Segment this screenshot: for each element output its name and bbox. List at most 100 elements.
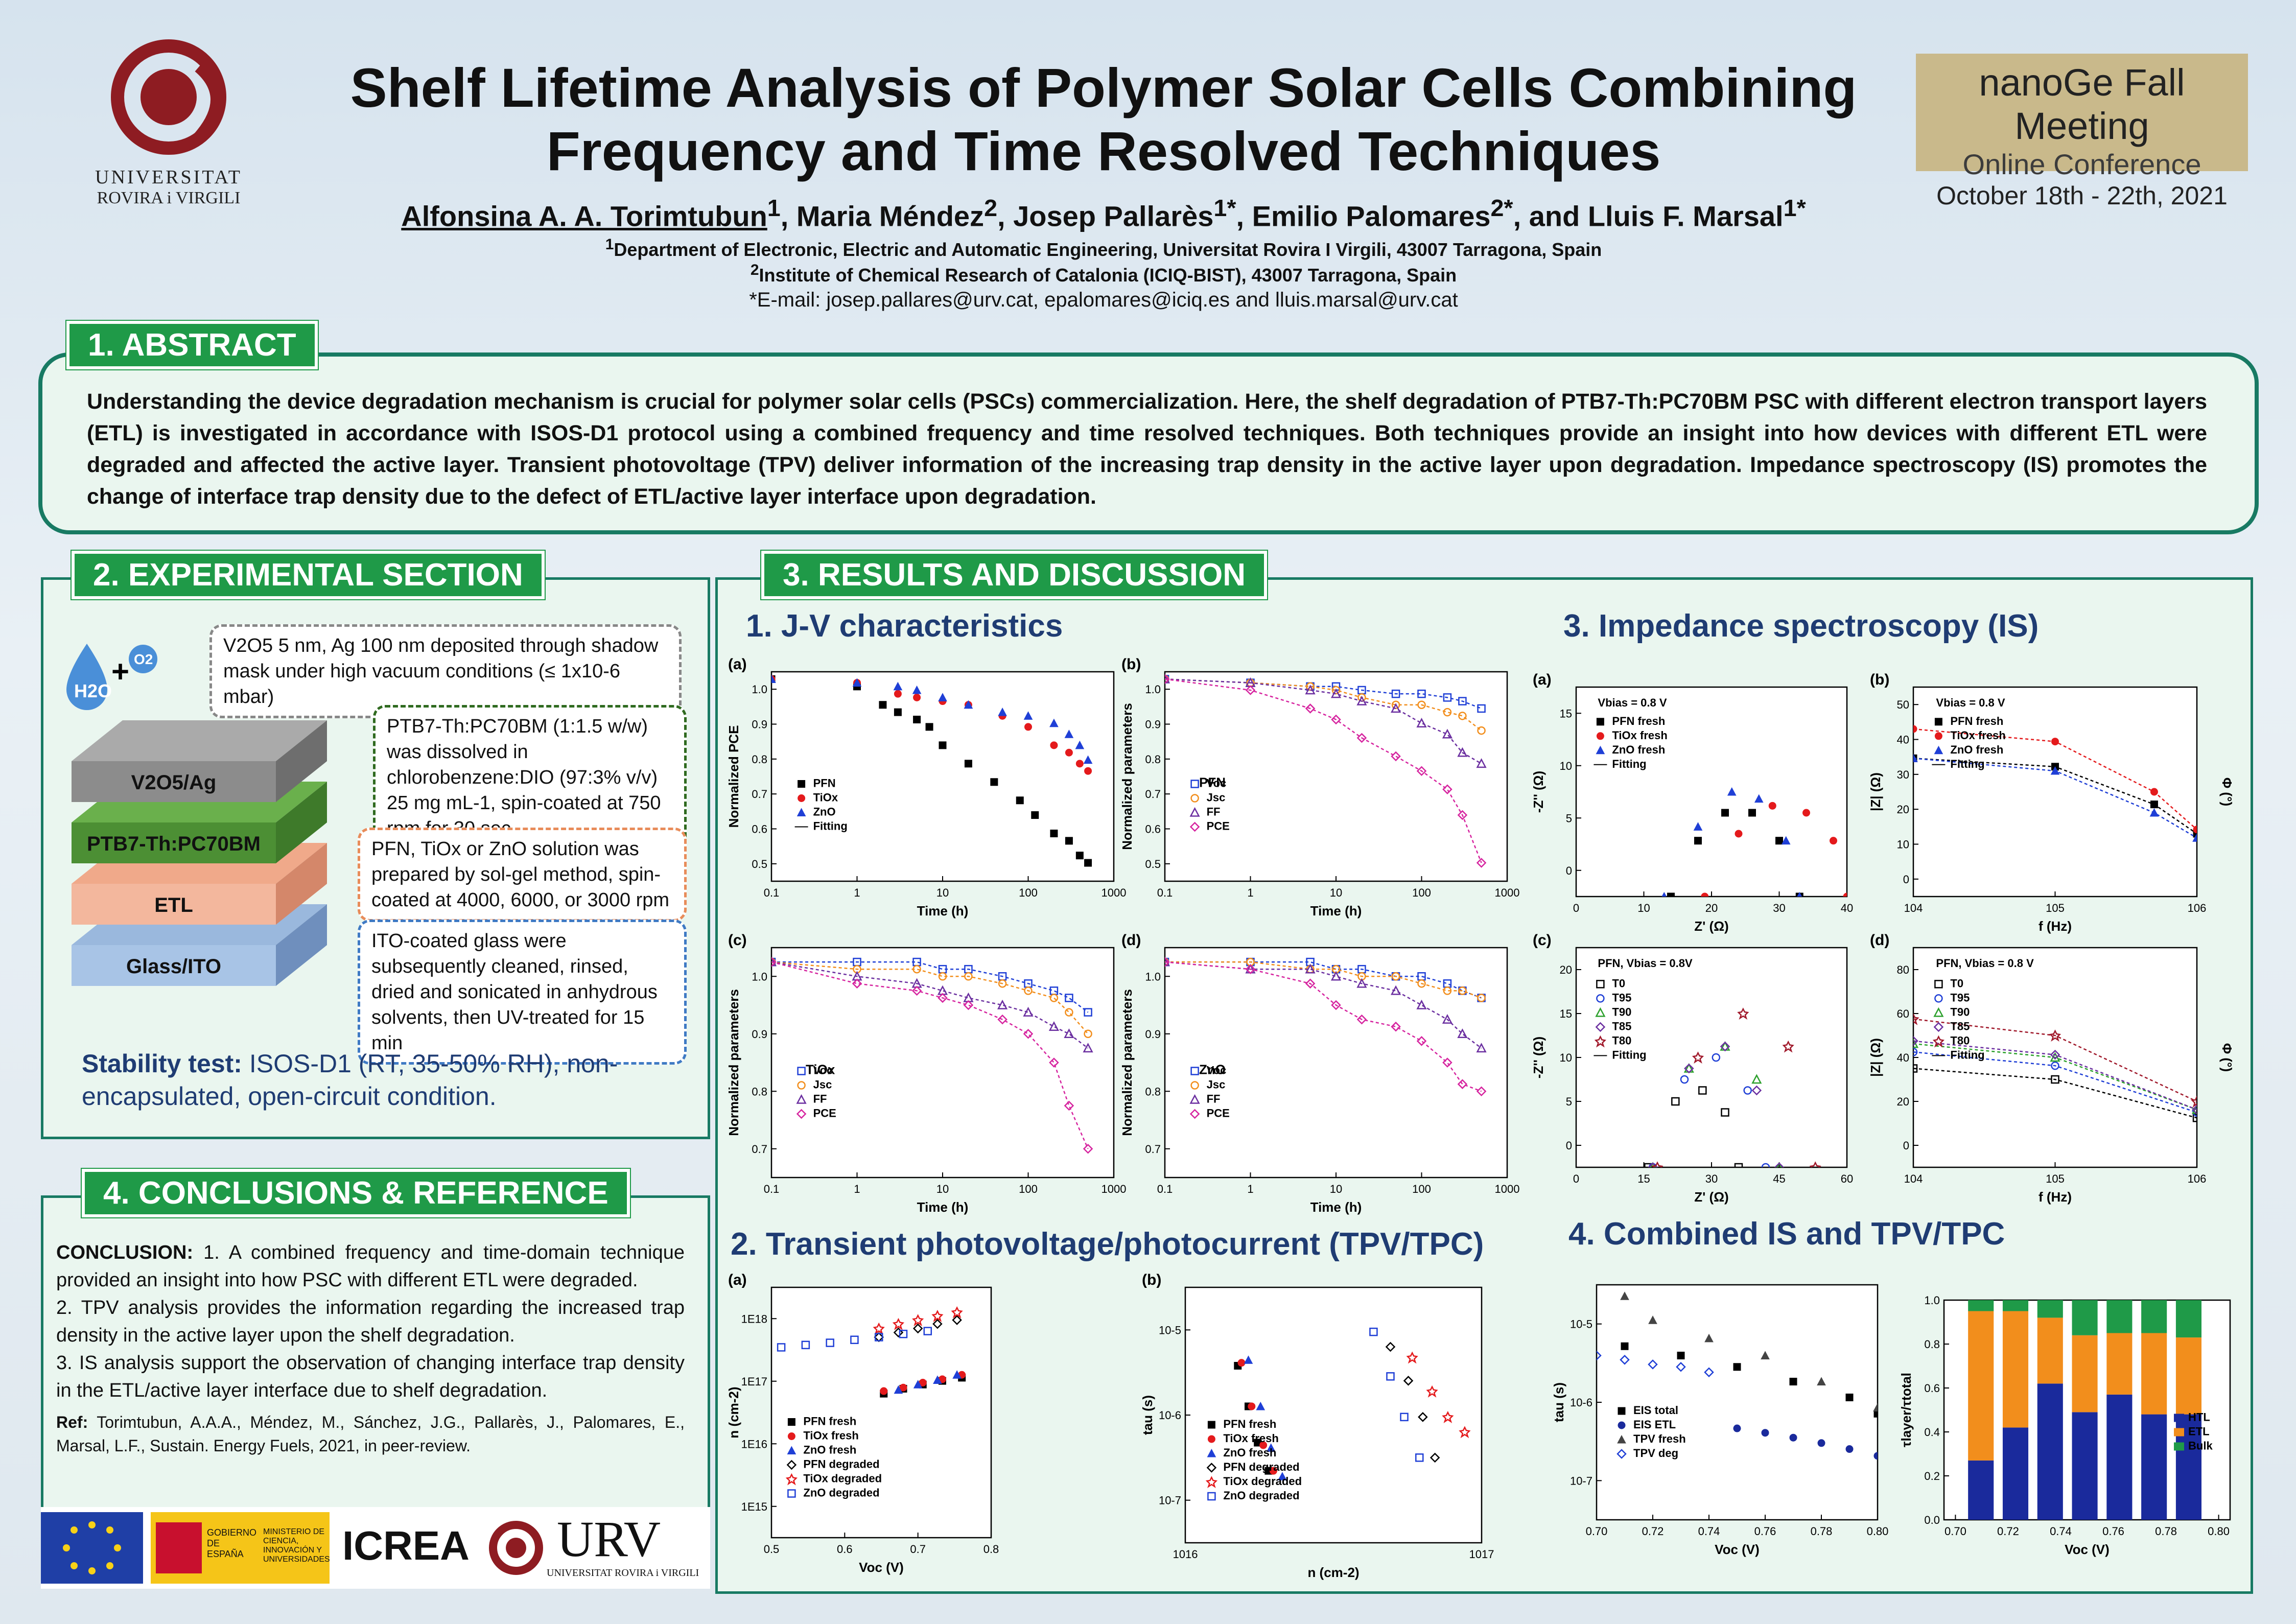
legend-label: TiOx fresh bbox=[803, 1429, 858, 1442]
panel-label: (d) bbox=[1870, 932, 1889, 949]
author-4: , Emilio Palomares bbox=[1236, 200, 1491, 232]
urv-logo: UNIVERSITAT ROVIRA i VIRGILI bbox=[82, 36, 255, 207]
data-point bbox=[938, 693, 947, 701]
data-point bbox=[1023, 1028, 1034, 1039]
plot-frame bbox=[770, 671, 1115, 882]
data-point bbox=[1391, 1021, 1401, 1032]
subsection-is: 3. Impedance spectroscopy (IS) bbox=[1563, 608, 2039, 644]
data-point bbox=[1761, 1163, 1770, 1167]
y-tick-label: 0.7 bbox=[752, 1143, 767, 1156]
x-tick-label: 10 bbox=[1330, 1183, 1342, 1195]
data-point bbox=[1830, 837, 1837, 845]
data-point bbox=[1083, 755, 1093, 764]
series-line bbox=[1165, 678, 1482, 764]
data-point bbox=[1671, 1097, 1680, 1106]
data-point bbox=[1406, 1351, 1418, 1364]
legend-swatch bbox=[2174, 1428, 2184, 1437]
data-point bbox=[1477, 726, 1486, 735]
data-point bbox=[1259, 1441, 1268, 1449]
legend-label: TPV deg bbox=[1633, 1447, 1678, 1460]
poster-title: Shelf Lifetime Analysis of Polymer Solar… bbox=[286, 56, 1921, 183]
y-tick-label: 20 bbox=[1897, 803, 1909, 816]
x-tick-label: 30 bbox=[1705, 1172, 1718, 1185]
data-point bbox=[1417, 979, 1426, 988]
panel-label: (a) bbox=[1533, 671, 1552, 688]
icrea-logo: ICREA bbox=[342, 1523, 470, 1568]
chart-panel: (c) 0.1 1 10 100 1000 0.7 0.8 0.9 1.0 Time (h) Norm… bbox=[726, 932, 1126, 1215]
legend-marker bbox=[1934, 980, 1943, 988]
data-point bbox=[1391, 700, 1400, 709]
data-point bbox=[1269, 1467, 1277, 1475]
conclusions-header: 4. CONCLUSIONS & REFERENCE bbox=[82, 1169, 630, 1217]
data-point bbox=[912, 1314, 924, 1327]
data-point bbox=[1457, 747, 1468, 757]
data-point bbox=[1023, 711, 1033, 720]
bar-segment bbox=[2002, 1300, 2029, 1311]
data-point bbox=[1457, 810, 1468, 820]
legend-marker bbox=[1189, 1094, 1200, 1104]
data-point bbox=[1692, 1051, 1704, 1064]
data-point bbox=[1244, 1355, 1253, 1364]
y-axis-label: Normalized parameters bbox=[726, 989, 741, 1136]
affiliation-1: 1Department of Electronic, Electric and … bbox=[286, 236, 1921, 261]
data-point bbox=[913, 1380, 923, 1388]
x-tick-label: 0.76 bbox=[2102, 1525, 2124, 1538]
y-tick-label: 30 bbox=[1897, 768, 1909, 781]
x-tick-label: 40 bbox=[1841, 902, 1853, 914]
bar-segment bbox=[1968, 1300, 1994, 1311]
data-point bbox=[1680, 1075, 1689, 1084]
y-tick-label: 0.9 bbox=[752, 718, 767, 731]
x-tick-label: 20 bbox=[1705, 902, 1718, 914]
plot-frame bbox=[1184, 1286, 1483, 1544]
legend-label: TiOx fresh bbox=[1223, 1432, 1278, 1445]
legend-label: Fitting bbox=[813, 820, 848, 833]
stability-text: ISOS-D1 (RT, 35-50% RH), non-encapsulate… bbox=[82, 1049, 618, 1111]
y-tick-label: 10-6 bbox=[1159, 1409, 1181, 1422]
y-tick-label: 20 bbox=[1560, 963, 1572, 976]
data-point bbox=[1356, 1014, 1367, 1025]
data-point bbox=[2150, 788, 2158, 796]
data-point bbox=[913, 716, 921, 724]
x-tick-label: 0.70 bbox=[1944, 1525, 1966, 1538]
legend-marker bbox=[787, 1418, 795, 1426]
bar-segment bbox=[2175, 1337, 2201, 1415]
data-point bbox=[1049, 994, 1059, 1002]
x-tick-label: 10 bbox=[936, 886, 949, 899]
y2-axis-label: Φ (°) bbox=[2219, 1043, 2233, 1072]
h2o-label: H2O bbox=[74, 680, 112, 701]
data-point bbox=[1476, 1086, 1487, 1097]
aff2-text: Institute of Chemical Research of Catalo… bbox=[759, 265, 1457, 286]
data-point bbox=[2193, 826, 2197, 834]
x-tick-label: 0.6 bbox=[837, 1543, 853, 1556]
data-point bbox=[1165, 957, 1170, 967]
data-point bbox=[1620, 1291, 1629, 1300]
data-point bbox=[1913, 754, 1918, 762]
chart-annotation: PFN, Vbias = 0.8V bbox=[1598, 957, 1693, 970]
legend-marker bbox=[1934, 718, 1942, 726]
data-point bbox=[771, 674, 776, 683]
data-point bbox=[1721, 809, 1729, 817]
data-point bbox=[925, 723, 933, 731]
x-axis-label: Voc (V) bbox=[859, 1560, 904, 1575]
legend-label: ZnO fresh bbox=[1950, 743, 2003, 756]
data-point bbox=[1165, 674, 1170, 685]
abstract-text: Understanding the device degradation mec… bbox=[87, 389, 2207, 509]
legend-label: Bulk bbox=[2188, 1440, 2213, 1452]
x-tick-label: 0.5 bbox=[764, 1543, 780, 1556]
data-point bbox=[963, 1000, 974, 1010]
data-point bbox=[1677, 1351, 1685, 1359]
legend-label: PFN degraded bbox=[1223, 1461, 1299, 1473]
author-5: , and Lluis F. Marsal bbox=[1513, 200, 1784, 232]
data-point bbox=[1024, 986, 1033, 995]
bar-segment bbox=[2141, 1300, 2167, 1333]
x-tick-label: 1000 bbox=[1495, 1183, 1520, 1195]
y-tick-label: 15 bbox=[1560, 1007, 1572, 1020]
data-point bbox=[2192, 833, 2197, 842]
y-tick-label: 0 bbox=[1903, 873, 1909, 886]
data-point bbox=[1873, 1403, 1878, 1412]
data-point bbox=[1064, 729, 1074, 738]
y-tick-label: 15 bbox=[1560, 707, 1572, 720]
legend-label: T0 bbox=[1950, 977, 1963, 990]
y-tick-label: 10-6 bbox=[1570, 1396, 1592, 1409]
